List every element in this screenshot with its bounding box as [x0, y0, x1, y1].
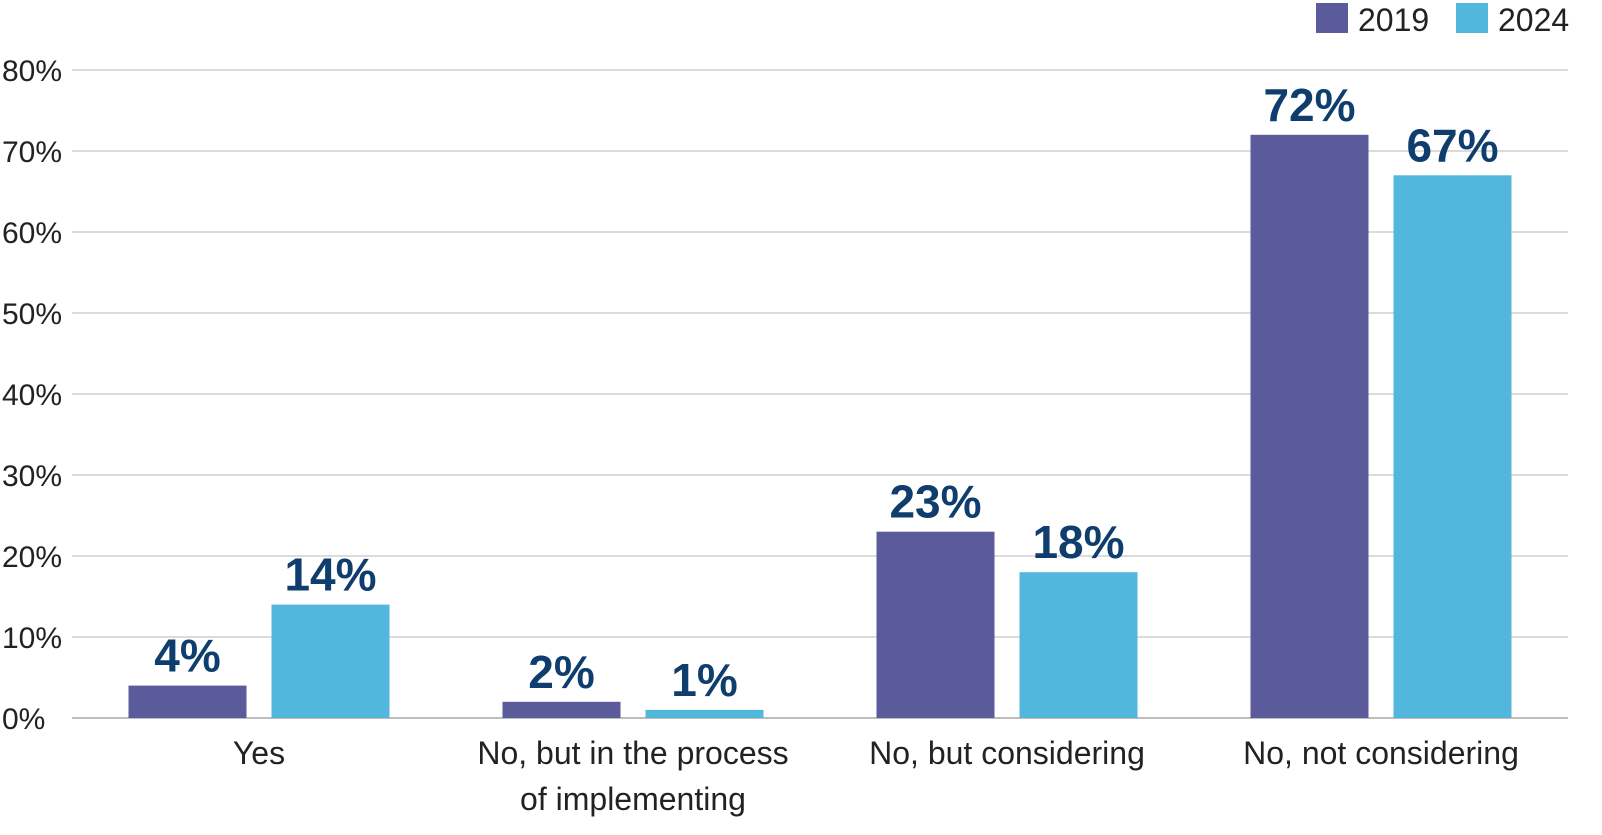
data-label: 72% [1263, 79, 1355, 131]
bar-2024 [271, 604, 390, 718]
data-labels: 4% 14% 2% 1% 23% 18% 72% 67% [154, 79, 1498, 706]
y-tick-label: 70% [2, 136, 62, 169]
y-tick-label: 40% [2, 379, 62, 412]
legend-label: 2019 [1358, 2, 1429, 38]
legend: 2019 2024 [1316, 2, 1569, 38]
bar-2024 [645, 709, 764, 718]
legend-swatch-2024 [1456, 3, 1488, 33]
y-tick-label: 20% [2, 541, 62, 574]
bars [128, 134, 1512, 719]
x-category-label: of implementing [520, 781, 746, 817]
data-label: 67% [1406, 119, 1498, 171]
x-category-label: No, but considering [869, 735, 1145, 771]
y-tick-label: 10% [2, 622, 62, 655]
bar-2019 [128, 685, 247, 718]
bar-2024 [1393, 175, 1512, 719]
bar-2024 [1019, 572, 1138, 718]
x-category-label: No, but in the process [477, 735, 788, 771]
data-label: 2% [528, 646, 594, 698]
bar-2019 [876, 531, 995, 718]
x-axis-labels: Yes No, but in the process of implementing… [233, 735, 1519, 817]
y-tick-label: 0% [2, 703, 45, 736]
y-tick-label: 30% [2, 460, 62, 493]
data-label: 4% [154, 630, 220, 682]
data-label: 23% [889, 476, 981, 528]
bar-2019 [1250, 134, 1369, 719]
legend-label: 2024 [1498, 2, 1569, 38]
bar-2019 [502, 701, 621, 718]
y-axis-ticks: 0% 10% 20% 30% 40% 50% 60% 70% 80% [2, 55, 62, 736]
x-category-label: No, not considering [1243, 735, 1519, 771]
data-label: 1% [671, 654, 737, 706]
y-tick-label: 80% [2, 55, 62, 88]
legend-swatch-2019 [1316, 3, 1348, 33]
data-label: 18% [1032, 516, 1124, 568]
y-tick-label: 60% [2, 217, 62, 250]
data-label: 14% [284, 549, 376, 601]
x-category-label: Yes [233, 735, 285, 771]
y-tick-label: 50% [2, 298, 62, 331]
